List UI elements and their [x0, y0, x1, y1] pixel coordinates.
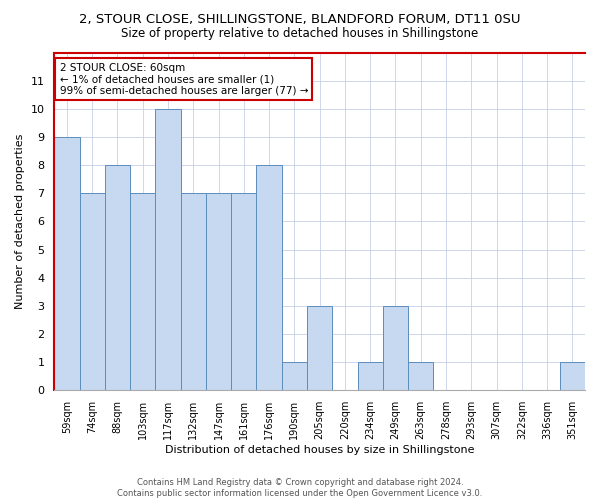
Bar	[408, 362, 433, 390]
Bar	[181, 194, 206, 390]
Y-axis label: Number of detached properties: Number of detached properties	[15, 134, 25, 309]
Bar	[231, 194, 256, 390]
Text: 2 STOUR CLOSE: 60sqm
← 1% of detached houses are smaller (1)
99% of semi-detache: 2 STOUR CLOSE: 60sqm ← 1% of detached ho…	[59, 62, 308, 96]
Bar	[282, 362, 307, 390]
Bar	[54, 137, 80, 390]
Bar	[80, 194, 105, 390]
Text: Size of property relative to detached houses in Shillingstone: Size of property relative to detached ho…	[121, 28, 479, 40]
Bar	[155, 109, 181, 390]
Bar	[105, 165, 130, 390]
Bar	[256, 165, 282, 390]
Bar	[206, 194, 231, 390]
Bar	[383, 306, 408, 390]
Bar	[358, 362, 383, 390]
Bar	[560, 362, 585, 390]
Text: Contains HM Land Registry data © Crown copyright and database right 2024.
Contai: Contains HM Land Registry data © Crown c…	[118, 478, 482, 498]
Text: 2, STOUR CLOSE, SHILLINGSTONE, BLANDFORD FORUM, DT11 0SU: 2, STOUR CLOSE, SHILLINGSTONE, BLANDFORD…	[79, 12, 521, 26]
X-axis label: Distribution of detached houses by size in Shillingstone: Distribution of detached houses by size …	[165, 445, 475, 455]
Bar	[130, 194, 155, 390]
Bar	[307, 306, 332, 390]
